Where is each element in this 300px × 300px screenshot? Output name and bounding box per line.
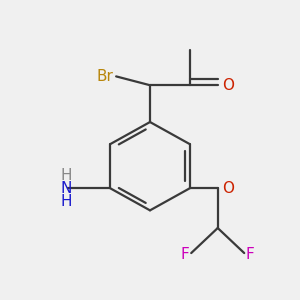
Text: Br: Br [96,69,113,84]
Text: F: F [181,247,190,262]
Text: O: O [222,78,234,93]
Text: O: O [222,181,234,196]
Text: H: H [60,194,72,209]
Text: F: F [246,247,254,262]
Text: N: N [60,181,72,196]
Text: H: H [60,167,72,182]
